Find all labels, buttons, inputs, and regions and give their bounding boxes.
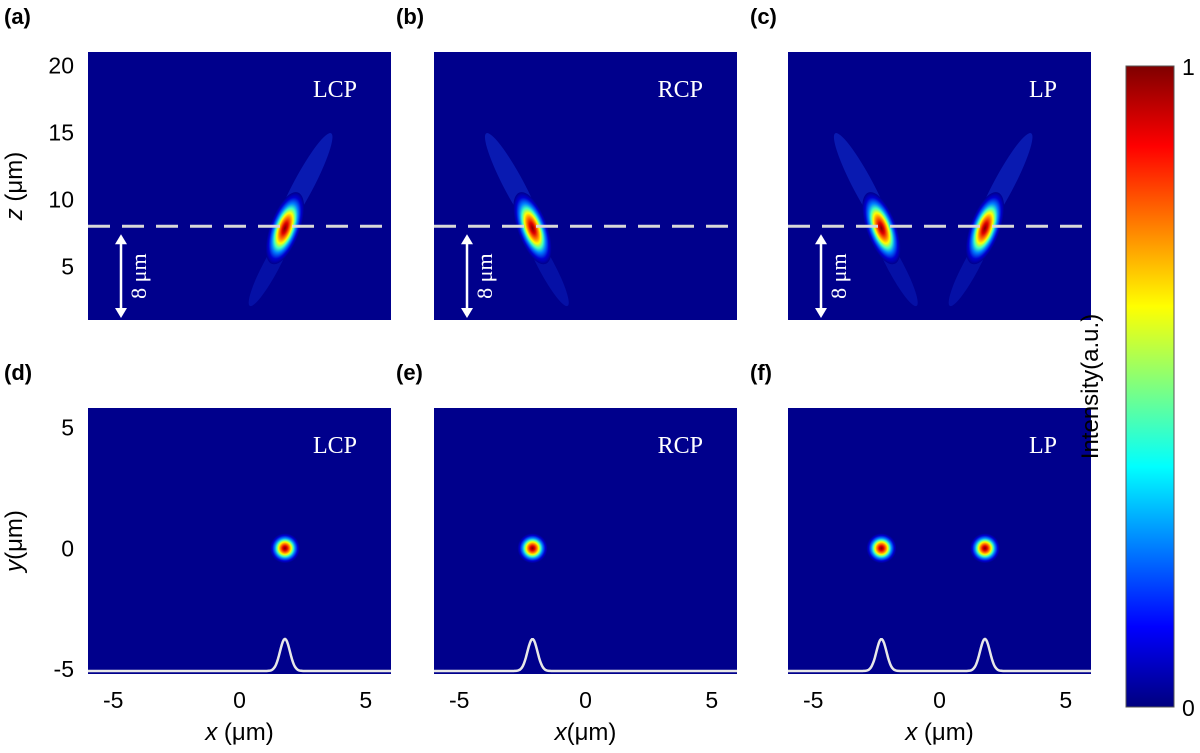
- x-axis-label-var-d: x: [204, 719, 218, 746]
- panels: (a) LCP 8 μm 5 10 15 20 z (μm) (b) RCP 8 μm (c) LP 8 …: [1, 4, 1091, 746]
- x-tick-f: -5: [803, 687, 823, 713]
- x-axis-label-e: x(μm): [554, 719, 617, 746]
- focus-spot-c-0: [862, 192, 901, 265]
- x-axis-label-unit-e: (μm): [567, 719, 617, 746]
- colorbar-gradient: [1125, 65, 1175, 708]
- panel-f: (f) LP -5 0 5 x (μm): [750, 360, 1091, 746]
- x-axis-label-d: x (μm): [204, 719, 273, 746]
- panel-label-b: (b): [396, 4, 424, 29]
- focus-spot-e-0: [517, 533, 548, 564]
- panel-c: (c) LP 8 μm: [750, 4, 1091, 320]
- focus-spot-b-0: [513, 192, 552, 265]
- panel-a: (a) LCP 8 μm 5 10 15 20 z (μm): [1, 4, 391, 320]
- mode-label-a: LCP: [313, 77, 357, 103]
- x-axis-label-unit-f: (μm): [917, 719, 973, 746]
- y-tick-d: 0: [61, 535, 74, 561]
- x-tick-f: 0: [933, 687, 946, 713]
- plot-background-a: [88, 52, 391, 320]
- colorbar-label: Intensity(a.u.): [1077, 314, 1104, 459]
- scale-arrow-head-bottom-b: [461, 308, 473, 318]
- plot-background-e: [434, 408, 737, 674]
- y-axis-label-var-a: z: [1, 208, 28, 221]
- panel-label-a: (a): [4, 4, 31, 29]
- scale-arrow-head-top-a: [115, 234, 127, 245]
- x-axis-label-unit-d: (μm): [217, 719, 273, 746]
- x-tick-d: -5: [103, 687, 123, 713]
- x-axis-label-var-f: x: [904, 719, 918, 746]
- mode-label-f: LP: [1029, 433, 1057, 459]
- y-axis-label-unit-a: (μm): [1, 152, 28, 208]
- panel-label-f: (f): [750, 360, 772, 385]
- focus-spot-a-0: [265, 192, 305, 265]
- intensity-profile-d: [88, 637, 391, 673]
- mode-label-e: RCP: [658, 433, 703, 459]
- colorbar-tick: 0: [1182, 695, 1195, 721]
- scale-arrow-head-bottom-c: [815, 308, 827, 318]
- y-axis-label-a: z (μm): [1, 152, 28, 221]
- plot-background-f: [788, 408, 1091, 674]
- colorbar: 0 1 Intensity(a.u.): [1077, 54, 1195, 721]
- y-axis-label-d: y(μm): [1, 510, 28, 574]
- x-axis-label-f: x (μm): [904, 719, 973, 746]
- x-tick-e: 0: [579, 687, 592, 713]
- y-tick-d: 5: [61, 414, 74, 440]
- x-tick-d: 0: [233, 687, 246, 713]
- x-tick-d: 5: [359, 687, 372, 713]
- y-axis-label-unit-d: (μm): [1, 510, 28, 560]
- x-tick-e: -5: [449, 687, 469, 713]
- y-tick-a: 5: [61, 253, 74, 279]
- scale-arrow-head-bottom-a: [115, 308, 127, 318]
- panel-e: (e) RCP -5 0 5 x(μm): [396, 360, 737, 746]
- focus-spot-f-1: [969, 533, 1000, 564]
- panel-label-d: (d): [4, 360, 32, 385]
- scale-bar-label-c: 8 μm: [826, 253, 851, 298]
- intensity-profile-e: [434, 637, 737, 673]
- colorbar-tick: 1: [1182, 54, 1195, 80]
- mode-label-c: LP: [1029, 77, 1057, 103]
- intensity-profile-f: [788, 637, 1091, 673]
- scale-arrow-head-top-b: [461, 234, 473, 245]
- plot-background-c: [788, 52, 1091, 320]
- x-axis-label-var-e: x: [554, 719, 568, 746]
- y-tick-a: 10: [48, 186, 74, 212]
- y-tick-a: 20: [48, 52, 74, 78]
- mode-label-d: LCP: [313, 433, 357, 459]
- focus-spot-c-1: [965, 192, 1005, 265]
- focus-spot-f-0: [866, 533, 897, 564]
- plot-background-b: [434, 52, 737, 320]
- panel-label-c: (c): [750, 4, 777, 29]
- y-tick-a: 15: [48, 119, 74, 145]
- x-tick-f: 5: [1059, 687, 1072, 713]
- y-tick-d: -5: [54, 656, 74, 682]
- panel-b: (b) RCP 8 μm: [396, 4, 737, 320]
- scale-bar-label-b: 8 μm: [472, 253, 497, 298]
- panel-label-e: (e): [396, 360, 423, 385]
- mode-label-b: RCP: [658, 77, 703, 103]
- focus-spot-d-0: [269, 533, 300, 564]
- x-tick-e: 5: [705, 687, 718, 713]
- scale-bar-label-a: 8 μm: [126, 253, 151, 298]
- plot-background-d: [88, 408, 391, 674]
- scale-arrow-head-top-c: [815, 234, 827, 245]
- y-axis-label-var-d: y: [1, 558, 28, 574]
